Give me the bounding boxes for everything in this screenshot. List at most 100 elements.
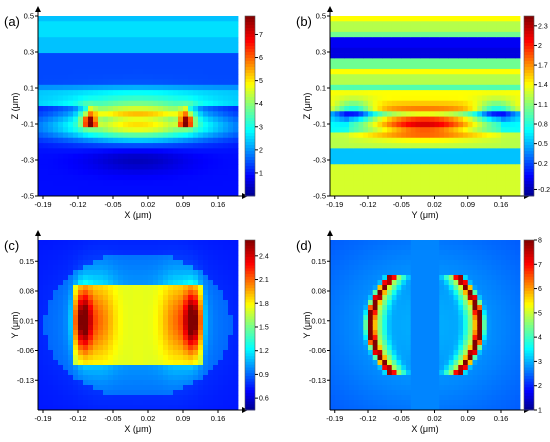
heatmap-cell xyxy=(396,365,402,371)
heatmap-cell xyxy=(193,190,199,197)
heatmap-cell xyxy=(444,180,450,186)
heatmap-cell xyxy=(118,375,124,381)
heatmap-cell xyxy=(173,106,179,112)
heatmap-cell xyxy=(501,164,507,170)
heatmap-cell xyxy=(482,111,488,117)
heatmap-cell xyxy=(183,305,189,311)
heatmap-cell xyxy=(193,116,199,123)
heatmap-cell xyxy=(188,305,194,311)
heatmap-cell xyxy=(113,245,119,251)
heatmap-cell xyxy=(334,95,340,102)
heatmap-cell xyxy=(73,290,79,296)
heatmap-cell xyxy=(387,185,393,192)
heatmap-cell xyxy=(501,111,507,117)
heatmap-cell xyxy=(113,350,119,356)
heatmap-cell xyxy=(68,260,74,266)
heatmap-cell xyxy=(353,79,359,86)
heatmap-cell xyxy=(396,265,402,271)
heatmap-cell xyxy=(198,315,204,321)
heatmap-cell xyxy=(439,63,445,70)
heatmap-cell xyxy=(73,365,79,371)
heatmap-cell xyxy=(108,84,114,91)
heatmap-cell xyxy=(448,42,454,49)
heatmap-cell xyxy=(38,340,44,346)
heatmap-cell xyxy=(178,350,184,356)
heatmap-cell xyxy=(198,190,204,197)
heatmap-cell xyxy=(153,106,159,112)
heatmap-cell xyxy=(103,16,109,22)
heatmap-cell xyxy=(363,265,369,271)
heatmap-cell xyxy=(363,250,369,256)
heatmap-cell xyxy=(372,380,378,386)
heatmap-cell xyxy=(410,42,416,49)
heatmap-cell xyxy=(228,84,234,91)
heatmap-cell xyxy=(477,148,483,155)
heatmap-cell xyxy=(118,185,124,192)
heatmap-cell xyxy=(118,240,124,246)
heatmap-cell xyxy=(396,385,402,391)
heatmap-cell xyxy=(103,335,109,341)
heatmap-cell xyxy=(218,385,224,391)
heatmap-cell xyxy=(213,285,219,291)
heatmap-cell xyxy=(178,79,184,86)
heatmap-cell xyxy=(163,280,169,286)
heatmap-cell xyxy=(363,365,369,371)
heatmap-cell xyxy=(153,132,159,139)
heatmap-cell xyxy=(163,58,169,65)
heatmap-cell xyxy=(208,100,214,107)
heatmap-cell xyxy=(330,164,336,170)
heatmap-cell xyxy=(63,47,69,54)
heatmap-cell xyxy=(349,240,355,246)
heatmap-cell xyxy=(103,37,109,43)
heatmap-cell xyxy=(183,190,189,197)
heatmap-cell xyxy=(88,370,94,376)
heatmap-cell xyxy=(128,265,134,271)
heatmap-cell xyxy=(38,116,44,123)
heatmap-cell xyxy=(53,280,59,286)
heatmap-cell xyxy=(410,68,416,75)
heatmap-cell xyxy=(143,280,149,286)
heatmap-cell xyxy=(198,340,204,346)
heatmap-cell xyxy=(218,37,224,43)
heatmap-cell xyxy=(391,320,397,326)
heatmap-cell xyxy=(344,37,350,43)
heatmap-cell xyxy=(38,180,44,186)
heatmap-cell xyxy=(334,240,340,246)
colorbar-step xyxy=(524,31,534,35)
heatmap-cell xyxy=(98,185,104,192)
heatmap-cell xyxy=(491,47,497,54)
heatmap-cell xyxy=(138,405,144,411)
heatmap-cell xyxy=(68,295,74,301)
heatmap-cell xyxy=(108,100,114,107)
heatmap-cell xyxy=(344,31,350,38)
colorbar-step xyxy=(245,91,255,95)
heatmap-cell xyxy=(218,153,224,160)
heatmap-cell xyxy=(349,63,355,70)
heatmap-cell xyxy=(387,400,393,406)
heatmap-cell xyxy=(382,300,388,306)
heatmap-cell xyxy=(193,300,199,306)
heatmap-cell xyxy=(218,121,224,128)
heatmap-cell xyxy=(353,21,359,27)
heatmap-cell xyxy=(391,245,397,251)
heatmap-cell xyxy=(113,335,119,341)
heatmap-cell xyxy=(203,132,209,139)
heatmap-cell xyxy=(420,180,426,186)
heatmap-cell xyxy=(53,158,59,165)
heatmap-cell xyxy=(78,295,84,301)
heatmap-cell xyxy=(496,31,502,38)
heatmap-cell xyxy=(377,79,383,86)
heatmap-cell xyxy=(78,68,84,75)
heatmap-cell xyxy=(173,370,179,376)
heatmap-cell xyxy=(349,111,355,117)
heatmap-cell xyxy=(53,148,59,155)
heatmap-cell xyxy=(193,315,199,321)
heatmap-cell xyxy=(103,137,109,144)
heatmap-cell xyxy=(188,345,194,351)
colorbar-step xyxy=(245,73,255,77)
heatmap-cell xyxy=(143,270,149,276)
heatmap-cell xyxy=(510,143,516,149)
heatmap-cell xyxy=(128,26,134,33)
heatmap-cell xyxy=(377,250,383,256)
heatmap-cell xyxy=(93,74,99,80)
